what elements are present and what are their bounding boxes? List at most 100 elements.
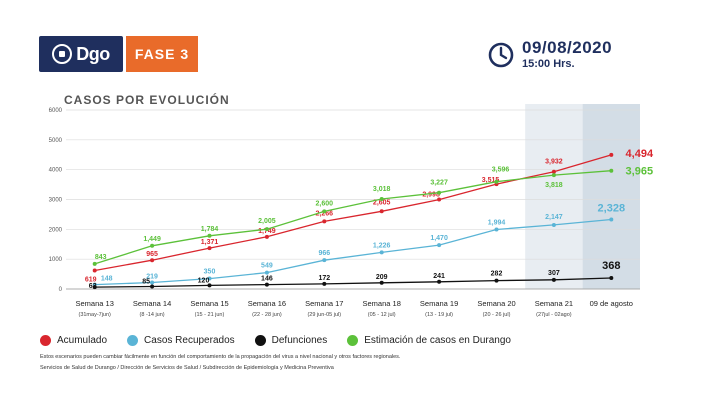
data-point [322,219,327,224]
y-tick-label: 1000 [49,257,63,263]
data-label: 549 [261,263,273,270]
data-label: 282 [491,271,503,278]
legend-item-recuperados: Casos Recuperados [127,335,235,346]
data-label: 241 [433,273,445,280]
data-label: 1,449 [143,236,161,243]
x-tick-label: Semana 18 [363,299,401,308]
series-line [94,218,612,286]
data-point [150,284,155,289]
data-point [609,168,614,173]
data-label: 3,932 [545,159,563,166]
x-tick-range: (15 - 21 jun) [195,312,225,318]
x-tick-range: (13 - 19 jul) [425,312,453,318]
data-label: 1,226 [373,242,391,249]
data-label: 965 [146,251,158,258]
data-point [494,278,499,283]
x-tick-range: (8 -14 jun) [140,312,165,318]
legend-item-acumulado: Acumulado [40,335,107,346]
data-point [379,196,384,201]
data-point [92,261,97,266]
data-label: 2,600 [316,200,334,207]
data-label: 120 [198,277,210,284]
x-tick-label: Semana 15 [190,299,228,308]
source-note: Servicios de Salud de Durango / Direcció… [40,365,334,371]
highlight-current-date [582,104,640,289]
durango-logo: Dgo [39,36,123,72]
data-label: 3,596 [492,167,510,174]
data-point [609,276,614,281]
y-tick-label: 0 [59,287,63,293]
data-point [609,152,614,157]
x-tick-label: Semana 17 [305,299,343,308]
chart-title: CASOS POR EVOLUCIÓN [64,93,230,107]
data-point [494,227,499,232]
x-tick-range: (29 jun-05 jul) [307,312,341,318]
x-tick-label: Semana 16 [248,299,286,308]
data-point [379,209,384,214]
x-tick-range: (20 - 26 jul) [483,312,511,318]
data-point [207,246,212,251]
data-label: 1,371 [201,239,219,246]
data-point [437,243,442,248]
data-point [437,190,442,195]
report-date: 09/08/2020 [522,38,613,57]
data-label: 307 [548,270,560,277]
x-tick-label: Semana 13 [76,299,114,308]
phase-badge: FASE 3 [126,36,198,72]
footnote: Estos escenarios pueden cambiar fácilmen… [40,354,401,360]
data-label: 2,005 [258,218,276,225]
data-label: 2,328 [598,203,626,215]
x-tick-label: Semana 14 [133,299,171,308]
data-point [207,283,212,288]
data-label: 209 [376,274,388,281]
y-tick-label: 6000 [49,108,63,114]
data-point [551,169,556,174]
series-line [94,277,612,288]
seal-icon [52,44,73,64]
data-label: 2,605 [373,199,391,206]
data-point [379,250,384,255]
legend-label: Casos Recuperados [144,335,235,346]
x-tick-label: Semana 19 [420,299,458,308]
x-tick-range: (27jul - 02ago) [536,312,572,318]
data-label: 3,227 [430,180,448,187]
series-line [94,170,612,265]
data-label: 3,018 [373,186,391,193]
data-point [92,285,97,290]
data-point [207,233,212,238]
data-point [207,276,212,281]
data-point [322,209,327,214]
legend-dot [254,335,266,346]
data-label: 63 [89,283,97,290]
legend-dot [127,335,139,346]
data-label: 146 [261,276,273,283]
data-label: 2,998 [422,192,440,199]
report-time: 15:00 Hrs. [522,58,575,70]
data-point [322,281,327,286]
data-point [150,258,155,263]
data-point [609,217,614,222]
chart-legend: Acumulado Casos Recuperados Defunciones … [40,335,511,346]
data-point [379,280,384,285]
data-point [494,179,499,184]
data-label: 2,266 [316,210,334,217]
y-tick-label: 5000 [49,138,63,144]
data-label: 172 [318,275,330,282]
data-point [150,280,155,285]
legend-label: Defunciones [271,335,328,346]
data-point [551,173,556,178]
clock-icon [488,42,514,68]
x-tick-range: (22 - 28 jun) [252,312,282,318]
x-tick-range: (05 - 12 jul) [368,312,396,318]
data-label: 1,784 [201,226,219,233]
data-label: 619 [85,277,97,284]
y-tick-label: 3000 [49,198,63,204]
data-label: 4,494 [626,148,654,160]
data-label: 1,470 [430,235,448,242]
data-label: 85 [142,278,150,285]
data-label: 368 [602,260,620,272]
data-point [264,282,269,287]
data-label: 3,965 [626,166,654,178]
data-label: 1,749 [258,228,276,235]
legend-dot [40,335,51,346]
